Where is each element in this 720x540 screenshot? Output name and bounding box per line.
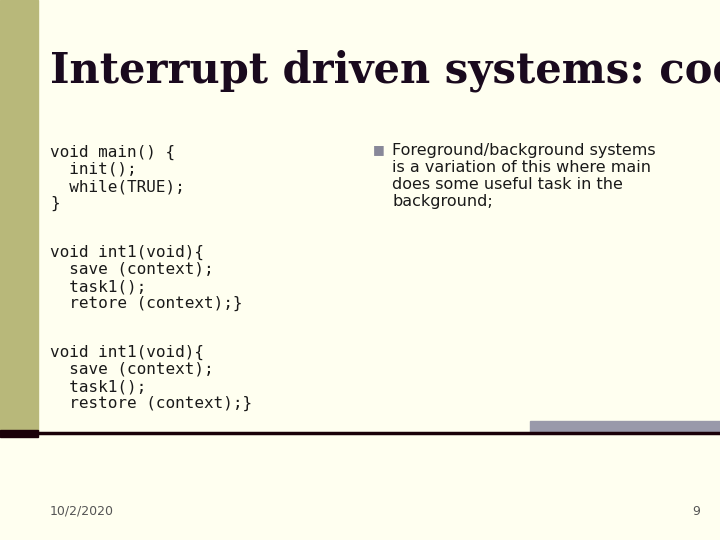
Text: does some useful task in the: does some useful task in the	[392, 177, 623, 192]
Text: save (context);: save (context);	[50, 362, 214, 377]
Text: }: }	[50, 196, 60, 211]
Text: save (context);: save (context);	[50, 262, 214, 277]
Text: 10/2/2020: 10/2/2020	[50, 505, 114, 518]
Text: void main() {: void main() {	[50, 145, 175, 160]
Text: void int1(void){: void int1(void){	[50, 245, 204, 260]
Text: is a variation of this where main: is a variation of this where main	[392, 160, 651, 175]
Text: void int1(void){: void int1(void){	[50, 345, 204, 360]
Text: background;: background;	[392, 194, 492, 209]
Text: ■: ■	[373, 143, 384, 156]
Text: init();: init();	[50, 162, 137, 177]
Text: Interrupt driven systems: code example: Interrupt driven systems: code example	[50, 50, 720, 92]
Bar	[0, 430, 38, 437]
Text: Foreground/background systems: Foreground/background systems	[392, 143, 656, 158]
Text: retore (context);}: retore (context);}	[50, 296, 243, 311]
Text: task1();: task1();	[50, 379, 146, 394]
Text: restore (context);}: restore (context);}	[50, 396, 252, 411]
Text: 9: 9	[692, 505, 700, 518]
Text: task1();: task1();	[50, 279, 146, 294]
Text: while(TRUE);: while(TRUE);	[50, 179, 185, 194]
Bar	[0, 0, 38, 433]
Bar	[530, 421, 720, 433]
